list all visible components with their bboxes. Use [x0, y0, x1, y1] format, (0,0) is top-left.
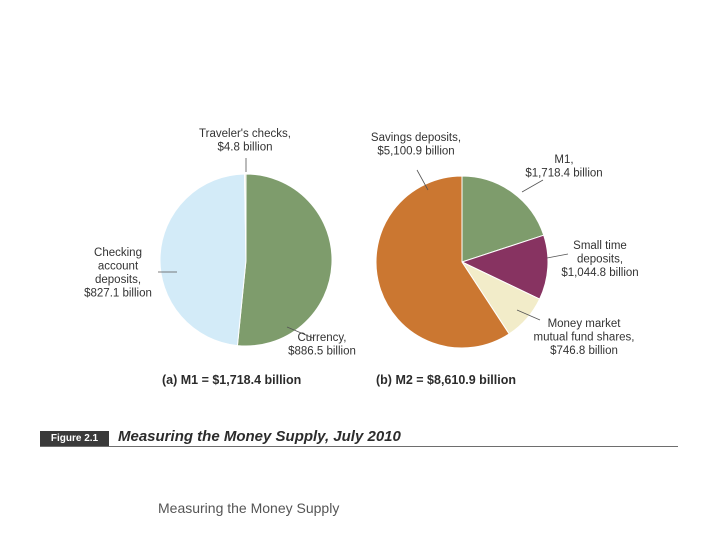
pie-slice	[243, 173, 247, 261]
slice-label: Money market mutual fund shares, $746.8 bi…	[533, 318, 634, 357]
slice-label: Small time deposits, $1,044.8 billion	[561, 240, 638, 279]
leader-line	[521, 179, 544, 193]
panel-caption: (a) M1 = $1,718.4 billion	[162, 373, 301, 387]
pie-m2: M1, $1,718.4 billion Small time deposits, $1…	[371, 132, 639, 387]
leader-line	[416, 169, 429, 191]
leader-line	[546, 253, 569, 259]
leader-line	[516, 309, 541, 321]
slice-label: Checking account deposits, $827.1 billion	[84, 247, 152, 300]
footer-text: Measuring the Money Supply	[158, 500, 340, 516]
pie-slice	[461, 175, 545, 263]
slice-label: Currency, $886.5 billion	[288, 332, 356, 358]
figure-number-badge: Figure 2.1	[40, 431, 109, 447]
pie-slice	[159, 173, 247, 347]
slice-label: Savings deposits, $5,100.9 billion	[371, 132, 461, 158]
panel-caption: (b) M2 = $8,610.9 billion	[376, 373, 516, 387]
leader-line	[286, 326, 314, 339]
pie-m1: Currency, $886.5 billion Checking account de…	[84, 128, 356, 387]
pie-slice	[460, 234, 549, 300]
figure-title: Measuring the Money Supply, July 2010	[118, 428, 401, 445]
pie-slice	[375, 175, 510, 349]
slice-label: M1, $1,718.4 billion	[525, 154, 602, 180]
pie-slice	[236, 173, 333, 347]
slice-label: Traveler's checks, $4.8 billion	[199, 128, 291, 154]
title-divider	[40, 446, 678, 447]
